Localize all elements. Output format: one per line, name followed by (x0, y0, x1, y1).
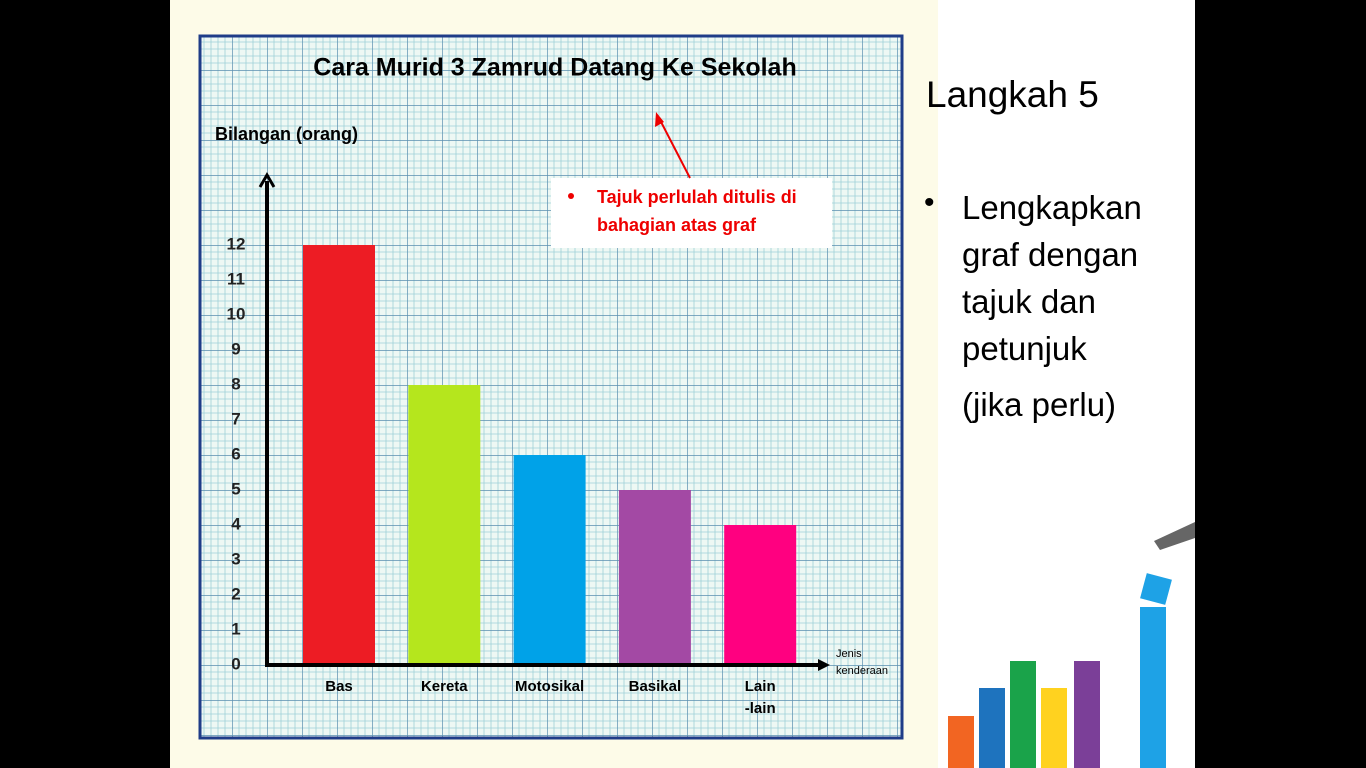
x-tick-label: Kereta (420, 678, 468, 695)
y-tick-label: 5 (231, 479, 240, 498)
bar (408, 385, 481, 665)
x-tick-label: Motosikal (515, 678, 585, 695)
x-tick-label-box: Lain -lain (744, 678, 776, 717)
x-tick-label-box: Basikal (628, 678, 682, 695)
y-tick-label: 12 (227, 234, 246, 253)
bullet-text: Lengkapkan graf dengan tajuk dan petunju… (962, 189, 1142, 367)
y-tick-label: 10 (227, 304, 246, 323)
x-tick-label-box: Kereta (420, 678, 468, 695)
note-text: (jika perlu) (962, 386, 1117, 423)
x-axis-arrow (818, 659, 830, 671)
callout: Tajuk perlulah ditulis di bahagian atas … (597, 187, 797, 235)
x-axis-label: Jenis kenderaan (836, 648, 888, 677)
y-tick-label: 2 (231, 584, 240, 603)
bullet-dot: • (924, 186, 935, 219)
x-tick-label: Lain -lain (744, 678, 776, 717)
y-tick-label: 1 (231, 619, 240, 638)
y-axis-arrow (258, 172, 276, 188)
y-tick-label: 8 (231, 374, 240, 393)
x-tick-label-box: Motosikal (515, 678, 585, 695)
callout-text: Tajuk perlulah ditulis di bahagian atas … (597, 187, 797, 235)
bar (303, 245, 375, 665)
x-tick-label: Bas (325, 678, 353, 695)
callout-bullet (568, 193, 574, 199)
x-tick-label-box: Bas (325, 678, 353, 695)
callout-arrowhead (655, 112, 664, 127)
y-axis-label: Bilangan (orang) (215, 124, 358, 144)
callout-box (551, 178, 832, 248)
y-tick-label: 7 (231, 409, 240, 428)
bar (618, 490, 691, 665)
y-tick-label: 0 (231, 654, 240, 673)
y-tick-label: 3 (231, 549, 240, 568)
y-tick-label: 9 (231, 339, 240, 358)
bar (513, 455, 586, 665)
y-tick-label: 11 (227, 269, 245, 288)
x-axis-label-box: Jenis kenderaan (836, 648, 888, 677)
x-tick-label: Basikal (628, 678, 682, 695)
deco-blocks (948, 522, 1195, 768)
callout-arrow (658, 117, 691, 179)
chart-title: Cara Murid 3 Zamrud Datang Ke Sekolah (313, 54, 796, 82)
y-tick-label: 4 (231, 514, 241, 533)
heading: Langkah 5 (926, 74, 1099, 115)
bar (724, 525, 797, 665)
y-tick-label: 6 (231, 444, 240, 463)
